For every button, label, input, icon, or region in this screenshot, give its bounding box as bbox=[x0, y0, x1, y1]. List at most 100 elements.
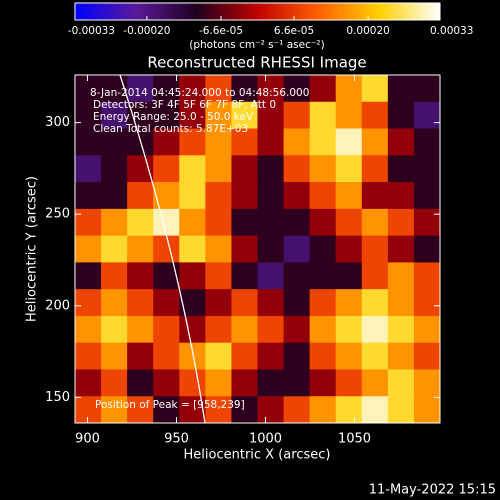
heatmap-cell bbox=[413, 342, 441, 370]
heatmap-cell bbox=[231, 342, 258, 370]
colorbar-tick-label: -0.00020 bbox=[123, 25, 170, 37]
heatmap-cell bbox=[127, 262, 154, 290]
solar-limb bbox=[119, 74, 206, 424]
colorbar bbox=[74, 2, 441, 21]
heatmap-cell bbox=[231, 128, 258, 156]
heatmap-cell bbox=[335, 315, 363, 344]
heatmap-cell bbox=[309, 369, 337, 397]
heatmap-cell bbox=[205, 315, 232, 344]
heatmap-cell bbox=[335, 235, 363, 263]
heatmap-cell bbox=[179, 128, 206, 156]
y-tick-label: 200 bbox=[45, 298, 70, 313]
heatmap-cell bbox=[361, 182, 389, 210]
y-axis-label: Heliocentric Y (arcsec) bbox=[25, 176, 40, 322]
heatmap-cell bbox=[309, 155, 337, 183]
heatmap-cell bbox=[101, 289, 128, 317]
heatmap-cell bbox=[127, 289, 154, 317]
heatmap-cell bbox=[205, 208, 232, 237]
heatmap-cell bbox=[387, 369, 415, 397]
heatmap-cell bbox=[231, 155, 258, 183]
heatmap-cell bbox=[231, 289, 258, 317]
y-tick-label: 300 bbox=[45, 115, 70, 130]
heatmap-cell bbox=[127, 75, 154, 103]
heatmap-cell bbox=[257, 396, 285, 424]
heatmap-cell bbox=[75, 262, 102, 290]
heatmap-cell bbox=[75, 128, 102, 156]
heatmap-cell bbox=[127, 315, 154, 344]
heatmap-cell bbox=[335, 75, 363, 103]
heatmap-cell bbox=[205, 342, 232, 370]
x-tick-label: 950 bbox=[164, 432, 189, 447]
heatmap-cell bbox=[127, 369, 154, 397]
heatmap-cell bbox=[387, 342, 415, 370]
heatmap-cell bbox=[361, 235, 389, 263]
heatmap-cell bbox=[309, 75, 337, 103]
heatmap-cell bbox=[283, 182, 311, 210]
plot-frame bbox=[74, 74, 441, 424]
heatmap-cell bbox=[257, 289, 285, 317]
heatmap-cell bbox=[361, 75, 389, 103]
heatmap-cell bbox=[335, 128, 363, 156]
heatmap-cell bbox=[257, 75, 285, 103]
heatmap-cell bbox=[179, 101, 206, 130]
heatmap-cell bbox=[127, 182, 154, 210]
heatmap-cell bbox=[179, 75, 206, 103]
heatmap-cell bbox=[283, 75, 311, 103]
heatmap-cell bbox=[257, 235, 285, 263]
heatmap-cell bbox=[231, 235, 258, 263]
heatmap-cell bbox=[75, 75, 102, 103]
heatmap-cell bbox=[101, 155, 128, 183]
heatmap-cell bbox=[387, 155, 415, 183]
heatmap-cell bbox=[283, 289, 311, 317]
x-tick-label: 1050 bbox=[338, 432, 371, 447]
heatmap-cell bbox=[335, 182, 363, 210]
heatmap-cell bbox=[283, 128, 311, 156]
annotation: Detectors: 3F 4F 5F 6F 7F 8F, Att 0 bbox=[93, 99, 276, 111]
heatmap-cell bbox=[309, 396, 337, 424]
heatmap-cell bbox=[283, 155, 311, 183]
heatmap-cell bbox=[387, 315, 415, 344]
heatmap-cell bbox=[257, 128, 285, 156]
heatmap-cell bbox=[335, 208, 363, 237]
heatmap-cell bbox=[153, 342, 180, 370]
heatmap-cell bbox=[127, 155, 154, 183]
heatmap-cell bbox=[387, 101, 415, 130]
heatmap-cell bbox=[361, 342, 389, 370]
heatmap-cell bbox=[179, 208, 206, 237]
heatmap-cell bbox=[361, 155, 389, 183]
colorbar-label: (photons cm⁻² s⁻¹ asec⁻²) bbox=[189, 39, 324, 51]
heatmap-cell bbox=[361, 262, 389, 290]
annotation: 8-Jan-2014 04:45:24.000 to 04:48:56.000 bbox=[90, 87, 309, 99]
heatmap-cell bbox=[75, 396, 102, 424]
x-tick-label: 900 bbox=[75, 432, 100, 447]
heatmap-cell bbox=[179, 155, 206, 183]
heatmap-cell bbox=[309, 342, 337, 370]
heatmap-cell bbox=[413, 128, 441, 156]
heatmap-cell bbox=[101, 235, 128, 263]
heatmap-cell bbox=[335, 289, 363, 317]
heatmap-cell bbox=[75, 369, 102, 397]
heatmap-cell bbox=[283, 315, 311, 344]
heatmap-cell bbox=[257, 155, 285, 183]
heatmap-cell bbox=[153, 155, 180, 183]
heatmap-cell bbox=[127, 396, 154, 424]
heatmap-cell bbox=[101, 208, 128, 237]
heatmap-cell bbox=[179, 369, 206, 397]
heatmap-cell bbox=[127, 235, 154, 263]
heatmap-cell bbox=[75, 235, 102, 263]
heatmap-cell bbox=[101, 369, 128, 397]
heatmap-cell bbox=[387, 235, 415, 263]
heatmap-cell bbox=[309, 262, 337, 290]
heatmap-cell bbox=[231, 262, 258, 290]
heatmap-cell bbox=[309, 235, 337, 263]
heatmap-cell bbox=[283, 342, 311, 370]
heatmap-cell bbox=[257, 262, 285, 290]
heatmap-cell bbox=[413, 289, 441, 317]
heatmap-cell bbox=[257, 315, 285, 344]
heatmap-cell bbox=[413, 396, 441, 424]
heatmap-cell bbox=[101, 342, 128, 370]
colorbar-tick-label: 6.6e-05 bbox=[274, 25, 314, 37]
heatmap-cell bbox=[179, 289, 206, 317]
heatmap-cell bbox=[309, 315, 337, 344]
heatmap-cell bbox=[205, 396, 232, 424]
